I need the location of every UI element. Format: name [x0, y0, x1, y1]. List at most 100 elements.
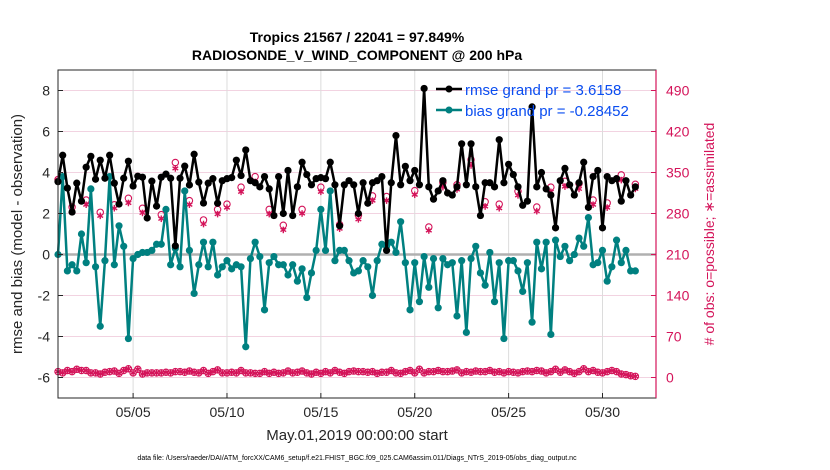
obs_assimilated-point: [256, 370, 264, 377]
right-y-tick-label: 350: [666, 165, 690, 181]
bias-point: [176, 263, 184, 271]
bias-markers: [54, 173, 639, 351]
rmse-point: [594, 166, 602, 175]
bias-point: [157, 240, 165, 248]
upper_obs_assimilated-point: [280, 226, 287, 234]
upper_obs_assimilated-point: [125, 199, 132, 207]
rmse-point: [533, 183, 541, 191]
bias-point: [270, 252, 278, 261]
rmse-point: [87, 152, 95, 160]
rmse-point: [336, 222, 344, 230]
upper_obs_assimilated-point: [82, 201, 90, 209]
chart-title-line-1: Tropics 21567 / 22041 = 97.849%: [250, 29, 465, 45]
rmse-point: [425, 183, 433, 191]
upper_obs_assimilated-point: [200, 220, 207, 228]
bias-point: [237, 263, 245, 271]
obs_assimilated-point: [308, 370, 315, 378]
rmse-point: [566, 181, 574, 189]
x-tick-label: 05/10: [209, 404, 244, 420]
bias-point: [603, 277, 611, 285]
x-tick-label: 05/20: [397, 404, 432, 420]
rmse-point: [631, 183, 639, 191]
rmse-point: [237, 171, 245, 180]
obs_assimilated-point: [125, 365, 132, 373]
rmse-point: [364, 199, 372, 207]
bias-point: [373, 257, 381, 265]
obs_assimilated-point: [552, 366, 559, 373]
bias-point: [401, 259, 409, 267]
obs_assimilated-point: [383, 368, 390, 376]
right-y-axis-label: # of obs: o=possible; ∗=assimilated: [701, 123, 717, 346]
upper_obs_assimilated-point: [214, 210, 221, 218]
obs_assimilated-point: [411, 369, 418, 377]
bias-point: [495, 259, 503, 267]
obs_assimilated-point: [214, 366, 221, 374]
rmse-point: [242, 146, 250, 154]
bias-point: [354, 267, 363, 275]
obs_assimilated-point: [261, 368, 268, 375]
rmse-point: [232, 156, 240, 164]
rmse-point: [63, 184, 71, 192]
obs_assimilated-point: [542, 369, 550, 377]
rmse-point: [528, 103, 536, 111]
right-y-tick-label: 140: [666, 288, 690, 304]
rmse-point: [265, 185, 273, 193]
upper_obs_assimilated-point: [481, 203, 489, 210]
bias-point: [265, 259, 273, 267]
obs_assimilated-point: [341, 370, 348, 377]
obs_assimilated-point: [331, 367, 339, 374]
bias-point: [331, 257, 339, 265]
bias-point: [326, 187, 334, 195]
upper_obs_assimilated-point: [533, 207, 540, 215]
bias-point: [321, 246, 330, 254]
rmse-point: [495, 136, 503, 144]
bias-point: [223, 257, 231, 265]
rmse-point: [91, 175, 100, 183]
obs_assimilated-point: [434, 367, 442, 374]
rmse-point: [307, 181, 316, 189]
bias-point: [392, 248, 400, 257]
rmse-point: [448, 191, 456, 199]
obs_assimilated-point: [64, 367, 71, 374]
rmse-point: [110, 179, 118, 187]
obs_assimilated-point: [186, 367, 193, 375]
bias-point: [228, 265, 236, 273]
bias-point: [486, 248, 494, 257]
rmse-point: [420, 84, 428, 93]
rmse-point: [303, 170, 311, 179]
y-axis-label: rmse and bias (model - observation): [9, 114, 26, 354]
rmse-point: [387, 179, 395, 187]
obs_assimilated-point: [486, 367, 494, 374]
obs_assimilated-point: [622, 371, 630, 378]
rmse-point: [68, 208, 76, 216]
rmse-point: [551, 224, 560, 232]
rmse-point: [378, 173, 386, 181]
rmse-point: [570, 191, 578, 199]
rmse-point: [603, 173, 611, 181]
bias-line: [56, 175, 636, 348]
x-tick-label: 05/30: [585, 404, 620, 420]
bias-point: [298, 265, 306, 273]
bias-point: [453, 312, 461, 320]
bias-point: [162, 205, 170, 213]
obs_assimilated-point: [280, 369, 287, 377]
bias-point: [566, 257, 574, 265]
rmse-point: [486, 179, 494, 187]
x-tick-label: 05/15: [303, 404, 338, 420]
bias-point: [101, 257, 109, 265]
rmse-point: [124, 157, 133, 165]
obs_assimilated-point: [129, 369, 137, 377]
bias-point: [462, 328, 470, 336]
rmse-point: [77, 197, 86, 205]
rmse-point: [101, 174, 109, 182]
obs_assimilated-point: [73, 366, 80, 373]
rmse-point: [176, 174, 184, 182]
upper_obs_assimilated-point: [355, 216, 362, 223]
bias-point: [439, 255, 447, 263]
obs_assimilated-point: [500, 369, 508, 377]
bias-point: [406, 306, 414, 314]
rmse-point: [462, 181, 470, 189]
bias-point: [509, 257, 517, 265]
x-tick-label: 05/25: [491, 404, 526, 420]
rmse-point: [181, 162, 189, 170]
